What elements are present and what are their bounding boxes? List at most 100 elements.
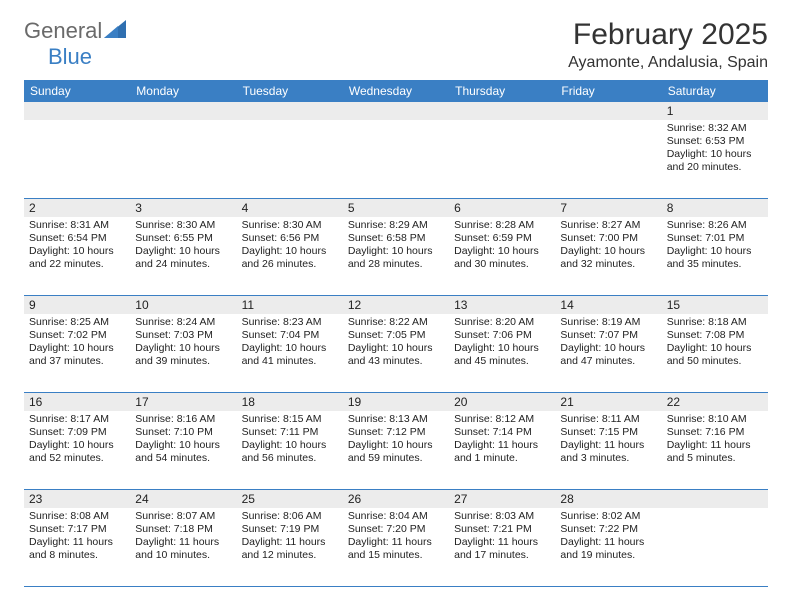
sunset-text: Sunset: 7:00 PM (560, 232, 656, 245)
daylight-text: Daylight: 10 hours and 28 minutes. (348, 245, 444, 271)
day-cell: Sunrise: 8:19 AMSunset: 7:07 PMDaylight:… (555, 314, 661, 392)
sunrise-text: Sunrise: 8:28 AM (454, 219, 550, 232)
header: General Blue February 2025 Ayamonte, And… (24, 18, 768, 72)
sunset-text: Sunset: 7:17 PM (29, 523, 125, 536)
sunrise-text: Sunrise: 8:20 AM (454, 316, 550, 329)
day-number (130, 102, 236, 120)
week-row: Sunrise: 8:31 AMSunset: 6:54 PMDaylight:… (24, 217, 768, 296)
daylight-text: Daylight: 10 hours and 35 minutes. (667, 245, 763, 271)
weekday-tuesday: Tuesday (237, 80, 343, 102)
sunrise-text: Sunrise: 8:29 AM (348, 219, 444, 232)
sunset-text: Sunset: 6:56 PM (242, 232, 338, 245)
daylight-text: Daylight: 11 hours and 3 minutes. (560, 439, 656, 465)
day-number: 7 (555, 199, 661, 217)
daynum-band: 232425262728 (24, 490, 768, 508)
sunrise-text: Sunrise: 8:02 AM (560, 510, 656, 523)
daylight-text: Daylight: 10 hours and 22 minutes. (29, 245, 125, 271)
day-number: 2 (24, 199, 130, 217)
daylight-text: Daylight: 11 hours and 15 minutes. (348, 536, 444, 562)
day-number (24, 102, 130, 120)
day-cell (662, 508, 768, 586)
sunrise-text: Sunrise: 8:25 AM (29, 316, 125, 329)
daynum-band: 16171819202122 (24, 393, 768, 411)
sunrise-text: Sunrise: 8:30 AM (242, 219, 338, 232)
weekday-monday: Monday (130, 80, 236, 102)
weekday-friday: Friday (555, 80, 661, 102)
sunset-text: Sunset: 7:01 PM (667, 232, 763, 245)
day-number: 22 (662, 393, 768, 411)
day-number: 12 (343, 296, 449, 314)
sunset-text: Sunset: 6:54 PM (29, 232, 125, 245)
calendar-grid: 1Sunrise: 8:32 AMSunset: 6:53 PMDaylight… (24, 102, 768, 587)
daylight-text: Daylight: 11 hours and 8 minutes. (29, 536, 125, 562)
daylight-text: Daylight: 10 hours and 32 minutes. (560, 245, 656, 271)
day-number: 10 (130, 296, 236, 314)
sunset-text: Sunset: 7:21 PM (454, 523, 550, 536)
sunset-text: Sunset: 6:58 PM (348, 232, 444, 245)
day-cell: Sunrise: 8:23 AMSunset: 7:04 PMDaylight:… (237, 314, 343, 392)
sunset-text: Sunset: 6:55 PM (135, 232, 231, 245)
daylight-text: Daylight: 10 hours and 59 minutes. (348, 439, 444, 465)
weekday-sunday: Sunday (24, 80, 130, 102)
day-cell: Sunrise: 8:06 AMSunset: 7:19 PMDaylight:… (237, 508, 343, 586)
day-cell: Sunrise: 8:13 AMSunset: 7:12 PMDaylight:… (343, 411, 449, 489)
day-cell: Sunrise: 8:30 AMSunset: 6:56 PMDaylight:… (237, 217, 343, 295)
day-cell: Sunrise: 8:03 AMSunset: 7:21 PMDaylight:… (449, 508, 555, 586)
daylight-text: Daylight: 11 hours and 1 minute. (454, 439, 550, 465)
day-number: 20 (449, 393, 555, 411)
sunrise-text: Sunrise: 8:19 AM (560, 316, 656, 329)
sunset-text: Sunset: 7:19 PM (242, 523, 338, 536)
day-cell: Sunrise: 8:31 AMSunset: 6:54 PMDaylight:… (24, 217, 130, 295)
day-number: 4 (237, 199, 343, 217)
day-cell: Sunrise: 8:28 AMSunset: 6:59 PMDaylight:… (449, 217, 555, 295)
day-number: 6 (449, 199, 555, 217)
logo: General Blue (24, 18, 126, 70)
weekday-wednesday: Wednesday (343, 80, 449, 102)
sunrise-text: Sunrise: 8:03 AM (454, 510, 550, 523)
week-row: Sunrise: 8:25 AMSunset: 7:02 PMDaylight:… (24, 314, 768, 393)
sunset-text: Sunset: 7:09 PM (29, 426, 125, 439)
day-cell: Sunrise: 8:18 AMSunset: 7:08 PMDaylight:… (662, 314, 768, 392)
sunrise-text: Sunrise: 8:26 AM (667, 219, 763, 232)
logo-text-general: General (24, 18, 102, 43)
daylight-text: Daylight: 10 hours and 26 minutes. (242, 245, 338, 271)
day-number: 8 (662, 199, 768, 217)
sunset-text: Sunset: 7:12 PM (348, 426, 444, 439)
sunrise-text: Sunrise: 8:18 AM (667, 316, 763, 329)
day-number: 28 (555, 490, 661, 508)
daylight-text: Daylight: 10 hours and 30 minutes. (454, 245, 550, 271)
sunrise-text: Sunrise: 8:08 AM (29, 510, 125, 523)
day-number (237, 102, 343, 120)
day-cell: Sunrise: 8:10 AMSunset: 7:16 PMDaylight:… (662, 411, 768, 489)
sunset-text: Sunset: 7:20 PM (348, 523, 444, 536)
sunrise-text: Sunrise: 8:10 AM (667, 413, 763, 426)
daylight-text: Daylight: 11 hours and 10 minutes. (135, 536, 231, 562)
day-cell: Sunrise: 8:26 AMSunset: 7:01 PMDaylight:… (662, 217, 768, 295)
sunset-text: Sunset: 7:04 PM (242, 329, 338, 342)
day-cell (555, 120, 661, 198)
daynum-band: 2345678 (24, 199, 768, 217)
day-number: 25 (237, 490, 343, 508)
sunset-text: Sunset: 7:03 PM (135, 329, 231, 342)
week-row: Sunrise: 8:32 AMSunset: 6:53 PMDaylight:… (24, 120, 768, 199)
day-number: 5 (343, 199, 449, 217)
daylight-text: Daylight: 10 hours and 54 minutes. (135, 439, 231, 465)
day-cell (343, 120, 449, 198)
logo-text-blue: Blue (48, 44, 92, 69)
weekday-thursday: Thursday (449, 80, 555, 102)
day-number: 19 (343, 393, 449, 411)
week-row: Sunrise: 8:17 AMSunset: 7:09 PMDaylight:… (24, 411, 768, 490)
sunrise-text: Sunrise: 8:11 AM (560, 413, 656, 426)
day-cell: Sunrise: 8:25 AMSunset: 7:02 PMDaylight:… (24, 314, 130, 392)
day-number (662, 490, 768, 508)
weekday-header: Sunday Monday Tuesday Wednesday Thursday… (24, 80, 768, 102)
day-number (343, 102, 449, 120)
day-number: 18 (237, 393, 343, 411)
day-cell: Sunrise: 8:08 AMSunset: 7:17 PMDaylight:… (24, 508, 130, 586)
daylight-text: Daylight: 10 hours and 43 minutes. (348, 342, 444, 368)
day-number: 24 (130, 490, 236, 508)
sunrise-text: Sunrise: 8:06 AM (242, 510, 338, 523)
sunrise-text: Sunrise: 8:23 AM (242, 316, 338, 329)
day-number: 11 (237, 296, 343, 314)
sunrise-text: Sunrise: 8:32 AM (667, 122, 763, 135)
